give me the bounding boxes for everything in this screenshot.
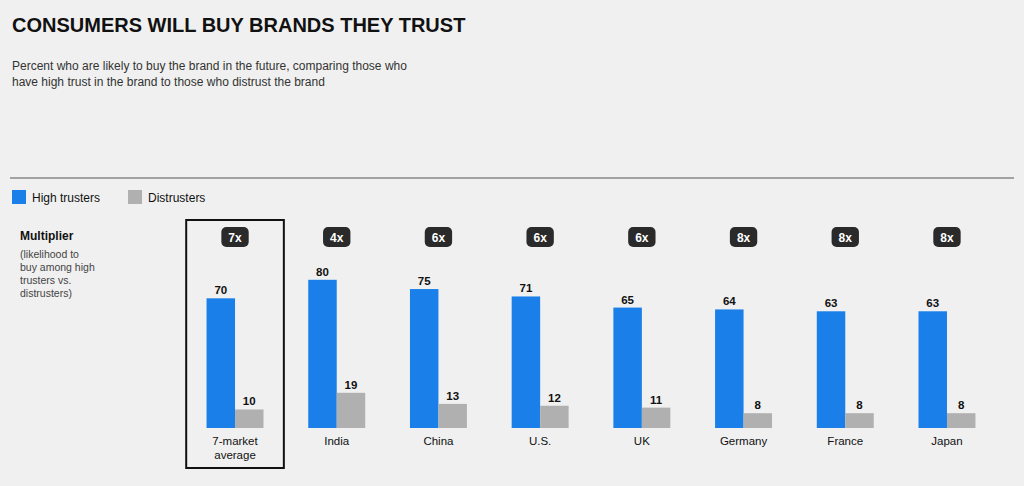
- multiplier-badge: [221, 227, 248, 247]
- multiplier-badge: [425, 227, 452, 247]
- multiplier-badge: [628, 227, 655, 247]
- bar: [337, 393, 365, 428]
- data-label: 64: [723, 295, 736, 307]
- chart: CONSUMERS WILL BUY BRANDS THEY TRUST Perc…: [0, 0, 1024, 486]
- data-label: 70: [214, 284, 227, 296]
- bar: [235, 409, 263, 428]
- bar: [207, 298, 235, 428]
- subtitle: Percent who are likely to buy the brand …: [12, 59, 407, 89]
- divider: [10, 177, 1014, 179]
- data-label: 63: [926, 297, 939, 309]
- multiplier-badge: [933, 227, 960, 247]
- multiplier-badge-text: 6x: [432, 231, 446, 245]
- data-label: 63: [825, 297, 838, 309]
- data-label: 19: [345, 379, 358, 391]
- bar: [947, 413, 975, 428]
- bar: [715, 309, 743, 428]
- legend-swatch: [128, 190, 142, 204]
- multiplier-badge-text: 8x: [737, 231, 751, 245]
- bar: [613, 308, 641, 428]
- data-label: 8: [755, 399, 762, 411]
- multiplier-badge-text: 6x: [533, 231, 547, 245]
- bar: [744, 413, 772, 428]
- bar: [438, 404, 466, 428]
- multiplier-label: Multiplier: [20, 229, 74, 243]
- category-label: Germany: [720, 435, 768, 447]
- legend-label: High trusters: [32, 191, 100, 205]
- category-label: Japan: [931, 435, 962, 447]
- category-label: 7-marketaverage: [212, 435, 258, 461]
- category-label: India: [324, 435, 350, 447]
- data-label: 8: [958, 399, 965, 411]
- data-label: 71: [520, 282, 533, 294]
- data-label: 75: [418, 275, 431, 287]
- bar: [540, 406, 568, 428]
- category-label: UK: [634, 435, 650, 447]
- multiplier-desc: (likelihood tobuy among hightrusters vs.…: [20, 248, 95, 299]
- category-label: France: [827, 435, 863, 447]
- bar: [845, 413, 873, 428]
- bar: [308, 280, 336, 428]
- multiplier-badge: [730, 227, 757, 247]
- bar: [512, 296, 540, 428]
- background: [0, 0, 1024, 486]
- multiplier-badge: [323, 227, 350, 247]
- data-label: 80: [316, 266, 329, 278]
- multiplier-badge-text: 8x: [839, 231, 853, 245]
- bar: [410, 289, 438, 428]
- multiplier-badge: [526, 227, 553, 247]
- multiplier-badge-text: 4x: [330, 231, 344, 245]
- multiplier-badge-text: 6x: [635, 231, 649, 245]
- data-label: 13: [446, 390, 459, 402]
- data-label: 12: [548, 392, 561, 404]
- labels: 70 10 7-marketaverage 7x 80 19 India 4x 75 13 Chin…: [212, 227, 965, 461]
- legend-swatch: [12, 190, 26, 204]
- category-label: U.S.: [529, 435, 551, 447]
- multiplier-badge-text: 7x: [228, 231, 242, 245]
- data-label: 65: [621, 294, 634, 306]
- category-label: China: [423, 435, 454, 447]
- multiplier-badge: [832, 227, 859, 247]
- legend-label: Distrusters: [148, 191, 205, 205]
- highlight-box: [186, 220, 284, 468]
- title: CONSUMERS WILL BUY BRANDS THEY TRUST: [12, 14, 465, 36]
- bar: [817, 311, 845, 428]
- data-label: 10: [243, 395, 256, 407]
- data-label: 8: [856, 399, 863, 411]
- bars: [207, 280, 976, 428]
- multiplier-badge-text: 8x: [940, 231, 954, 245]
- bar: [918, 311, 946, 428]
- data-label: 11: [650, 394, 663, 406]
- bar: [642, 408, 670, 428]
